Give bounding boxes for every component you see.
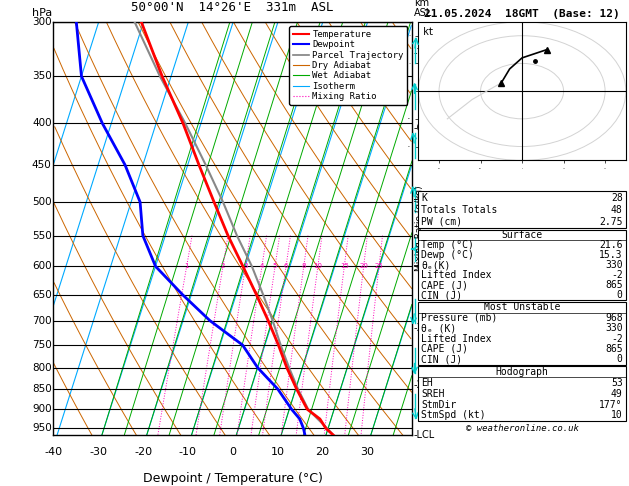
Text: K: K	[421, 192, 427, 203]
Legend: Temperature, Dewpoint, Parcel Trajectory, Dry Adiabat, Wet Adiabat, Isotherm, Mi: Temperature, Dewpoint, Parcel Trajectory…	[289, 26, 408, 104]
Text: 10: 10	[313, 263, 322, 269]
Text: Most Unstable: Most Unstable	[484, 302, 560, 312]
Text: 800: 800	[32, 363, 52, 373]
Text: Lifted Index: Lifted Index	[421, 333, 492, 344]
Text: CAPE (J): CAPE (J)	[421, 344, 469, 354]
Text: 450: 450	[32, 160, 52, 170]
Text: StmSpd (kt): StmSpd (kt)	[421, 411, 486, 420]
Text: Dewp (°C): Dewp (°C)	[421, 250, 474, 260]
Text: hPa: hPa	[32, 8, 52, 17]
Text: -10: -10	[179, 447, 197, 457]
Text: PW (cm): PW (cm)	[421, 217, 462, 227]
Text: CIN (J): CIN (J)	[421, 354, 462, 364]
Text: CIN (J): CIN (J)	[421, 290, 462, 300]
Text: 968: 968	[605, 313, 623, 323]
Text: 15: 15	[340, 263, 348, 269]
Text: 865: 865	[605, 280, 623, 290]
Text: 850: 850	[32, 384, 52, 394]
Text: Mixing Ratio (g/kg): Mixing Ratio (g/kg)	[415, 186, 424, 271]
Text: 50°00'N  14°26'E  331m  ASL: 50°00'N 14°26'E 331m ASL	[131, 0, 334, 14]
Text: -3: -3	[413, 323, 423, 333]
Text: 865: 865	[605, 344, 623, 354]
Text: Pressure (mb): Pressure (mb)	[421, 313, 498, 323]
Text: StmDir: StmDir	[421, 399, 457, 410]
Text: -2: -2	[611, 270, 623, 280]
Text: 400: 400	[32, 118, 52, 128]
Text: 21.05.2024  18GMT  (Base: 12): 21.05.2024 18GMT (Base: 12)	[424, 9, 620, 19]
Text: -2: -2	[611, 333, 623, 344]
Text: 650: 650	[32, 290, 52, 299]
Text: 4: 4	[260, 263, 264, 269]
Text: 950: 950	[32, 423, 52, 434]
Text: -6: -6	[413, 122, 423, 133]
Text: 5: 5	[273, 263, 277, 269]
Text: 0: 0	[229, 447, 237, 457]
Text: 10: 10	[270, 447, 284, 457]
Text: 0: 0	[617, 290, 623, 300]
Text: km
ASL: km ASL	[414, 0, 432, 17]
Text: 750: 750	[32, 340, 52, 350]
Text: -LCL: -LCL	[413, 430, 434, 440]
Text: EH: EH	[421, 378, 433, 388]
Text: -40: -40	[45, 447, 62, 457]
Text: Totals Totals: Totals Totals	[421, 205, 498, 215]
Text: kt: kt	[423, 27, 434, 37]
Text: 8: 8	[301, 263, 306, 269]
Text: 350: 350	[32, 71, 52, 81]
Text: -5: -5	[413, 194, 423, 204]
Text: 48: 48	[611, 205, 623, 215]
Text: 20: 20	[315, 447, 330, 457]
Text: 600: 600	[32, 261, 52, 271]
Text: 700: 700	[32, 316, 52, 326]
Text: 1: 1	[184, 263, 189, 269]
Text: 330: 330	[605, 260, 623, 270]
Text: 3: 3	[243, 263, 248, 269]
Text: 2.75: 2.75	[599, 217, 623, 227]
Text: 6: 6	[284, 263, 288, 269]
Text: 15.3: 15.3	[599, 250, 623, 260]
Text: 53: 53	[611, 378, 623, 388]
Text: 20: 20	[359, 263, 368, 269]
Text: -30: -30	[89, 447, 108, 457]
Text: CAPE (J): CAPE (J)	[421, 280, 469, 290]
Text: θₑ(K): θₑ(K)	[421, 260, 451, 270]
Text: Hodograph: Hodograph	[496, 367, 548, 377]
Text: 0: 0	[617, 354, 623, 364]
Text: 30: 30	[360, 447, 374, 457]
Text: 330: 330	[605, 323, 623, 333]
Text: Surface: Surface	[501, 230, 543, 240]
Text: 49: 49	[611, 389, 623, 399]
Text: -20: -20	[134, 447, 152, 457]
Text: © weatheronline.co.uk: © weatheronline.co.uk	[465, 423, 579, 433]
Text: 300: 300	[32, 17, 52, 27]
Text: SREH: SREH	[421, 389, 445, 399]
Text: Dewpoint / Temperature (°C): Dewpoint / Temperature (°C)	[143, 472, 323, 485]
Text: 10: 10	[611, 411, 623, 420]
Text: 550: 550	[32, 231, 52, 241]
Text: θₑ (K): θₑ (K)	[421, 323, 457, 333]
Text: -2: -2	[413, 380, 423, 390]
Text: 25: 25	[375, 263, 384, 269]
Text: 28: 28	[611, 192, 623, 203]
Text: 177°: 177°	[599, 399, 623, 410]
Text: 2: 2	[221, 263, 225, 269]
Text: 900: 900	[32, 404, 52, 414]
Text: -7: -7	[413, 48, 423, 58]
Text: Lifted Index: Lifted Index	[421, 270, 492, 280]
Text: 21.6: 21.6	[599, 240, 623, 250]
Text: 500: 500	[32, 197, 52, 207]
Text: Temp (°C): Temp (°C)	[421, 240, 474, 250]
Text: -4: -4	[413, 261, 423, 271]
